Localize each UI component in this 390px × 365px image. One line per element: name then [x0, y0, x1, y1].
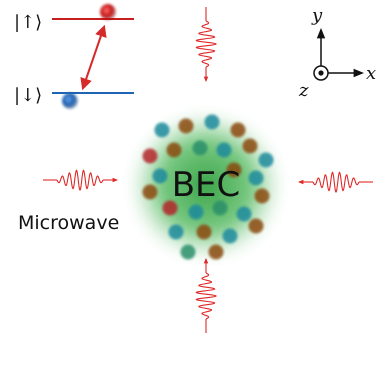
microwave-pulses [43, 7, 373, 333]
bec-atom [152, 168, 168, 184]
bec-atom [226, 162, 242, 178]
bec-atom [142, 148, 158, 164]
bec-label: BEC [172, 165, 241, 205]
y-axis-label: y [311, 5, 323, 26]
bec-atom [258, 152, 274, 168]
bec-atom [166, 142, 182, 158]
bec-atom [196, 224, 212, 240]
bec-atom [216, 142, 232, 158]
ground-atom [62, 93, 78, 109]
bec-atom [178, 118, 194, 134]
bec-atom [208, 244, 224, 260]
bec-atom [204, 114, 220, 130]
z-axis-label: z [298, 80, 309, 101]
excited-atom [100, 4, 116, 20]
microwave-pulse-top [195, 7, 218, 83]
bec-atom [254, 188, 270, 204]
bec-atom [248, 170, 264, 186]
transition-arrow [80, 24, 107, 91]
bec-atom [142, 184, 158, 200]
spin-up-label: |↑⟩ [14, 12, 42, 33]
bec-cloud: BEC [124, 106, 288, 266]
microwave-label: Microwave [18, 212, 119, 234]
bec-atom [248, 218, 264, 234]
spin-down-label: |↓⟩ [14, 85, 42, 106]
bec-atoms [142, 114, 274, 260]
microwave-pulse-bottom [195, 257, 218, 333]
microwave-pulse-left [43, 169, 119, 192]
microwave-pulse-right [297, 171, 373, 194]
bec-atom [192, 140, 208, 156]
bec-atom [162, 200, 178, 216]
energy-level-diagram: |↑⟩ |↓⟩ [14, 4, 134, 109]
bec-atom [222, 228, 238, 244]
bec-atom [230, 122, 246, 138]
bec-atom [180, 244, 196, 260]
bec-atom [236, 206, 252, 222]
coordinate-axes: y x z [298, 5, 376, 101]
bec-atom [212, 200, 228, 216]
bec-atom [242, 138, 258, 154]
bec-atom [168, 224, 184, 240]
x-axis-label: x [366, 63, 376, 84]
bec-atom [188, 204, 204, 220]
bec-atom [154, 122, 170, 138]
